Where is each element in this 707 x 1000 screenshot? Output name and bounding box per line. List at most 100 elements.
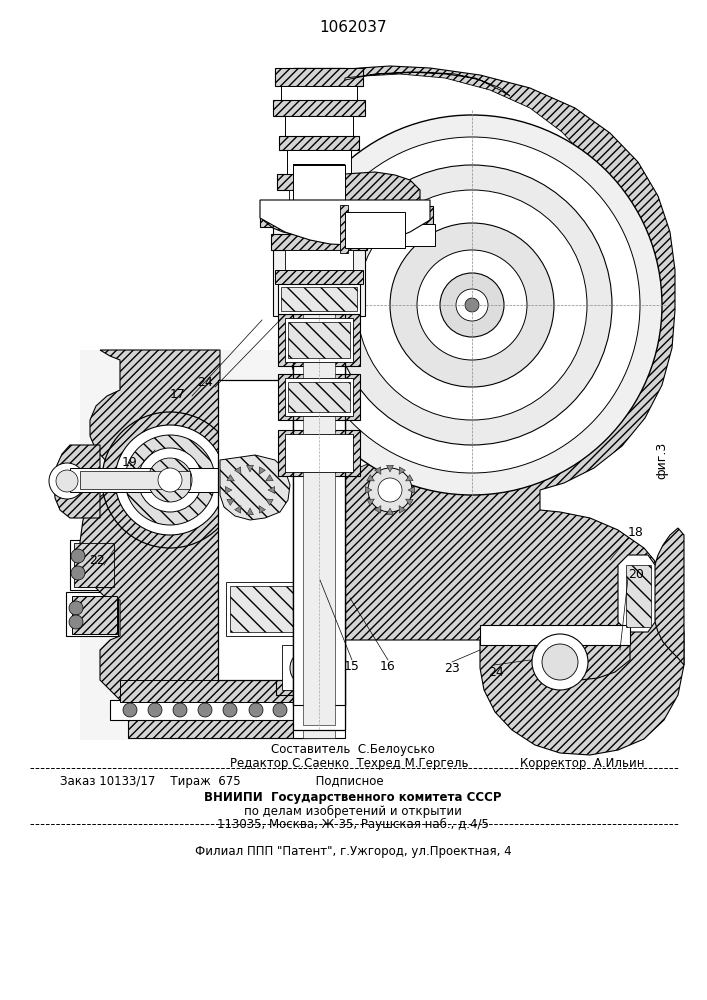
Circle shape [123,703,137,717]
Circle shape [125,435,215,525]
Polygon shape [480,640,630,680]
Bar [293,206,433,224]
Polygon shape [345,72,510,96]
Bar [281,287,357,311]
Bar [293,205,345,705]
Circle shape [249,703,263,717]
Polygon shape [235,506,241,513]
Bar [285,250,353,270]
Circle shape [69,601,83,615]
Polygon shape [260,200,430,245]
Circle shape [138,448,202,512]
Circle shape [465,298,479,312]
Bar [289,190,349,206]
Text: фиг.3: фиг.3 [655,441,669,479]
Circle shape [299,440,339,480]
Circle shape [290,650,326,686]
Circle shape [390,223,554,387]
Circle shape [223,703,237,717]
Circle shape [158,468,182,492]
Bar [293,68,345,730]
Polygon shape [387,508,394,515]
Circle shape [273,703,287,717]
Bar [226,582,332,636]
Polygon shape [268,487,275,493]
Text: 22: 22 [89,554,105,566]
Bar [626,565,651,627]
Bar [303,73,335,725]
Bar [278,314,360,366]
Bar [293,205,345,230]
Bar [345,212,405,248]
Bar [293,700,345,738]
Circle shape [115,425,225,535]
Bar [279,136,359,150]
Text: 23: 23 [444,662,460,674]
Polygon shape [247,508,254,515]
Bar [70,468,220,492]
Bar [260,205,378,227]
Circle shape [304,137,640,473]
Polygon shape [266,499,273,505]
Bar [303,700,335,738]
Polygon shape [408,487,415,493]
Circle shape [299,540,339,580]
Polygon shape [340,66,684,755]
Circle shape [417,250,527,360]
Text: Редактор С.Саенко  Техред М.Гергель: Редактор С.Саенко Техред М.Гергель [230,758,469,770]
Text: Корректор  А.Ильин: Корректор А.Ильин [520,758,645,770]
Polygon shape [266,475,273,481]
Bar [72,596,117,634]
Text: 17: 17 [170,387,186,400]
Polygon shape [648,528,684,665]
Polygon shape [54,445,100,518]
Bar [285,318,353,362]
Bar [293,165,345,207]
Circle shape [148,703,162,717]
Polygon shape [263,205,375,234]
Circle shape [69,615,83,629]
Polygon shape [227,475,235,481]
Circle shape [368,468,412,512]
Polygon shape [406,475,413,481]
Circle shape [542,644,578,680]
Circle shape [357,190,587,420]
Bar [275,270,363,284]
Bar [128,718,318,738]
Bar [70,540,118,590]
Bar [275,68,363,86]
Text: 24: 24 [488,666,504,678]
Polygon shape [375,506,381,513]
Text: 24: 24 [197,375,213,388]
Circle shape [440,273,504,337]
Bar [345,224,435,246]
Polygon shape [80,350,310,740]
Polygon shape [80,350,220,700]
Text: по делам изобретений и открытии: по делам изобретений и открытии [244,804,462,818]
Bar [282,645,334,690]
Polygon shape [618,555,655,632]
Bar [285,378,353,416]
Bar [278,374,360,420]
Polygon shape [235,467,241,474]
Bar [230,586,328,632]
Circle shape [102,412,238,548]
Polygon shape [367,475,375,481]
Bar [278,284,360,314]
Circle shape [378,478,402,502]
Text: Составитель  С.Белоусько: Составитель С.Белоусько [271,744,435,756]
Bar [120,680,326,702]
Bar [480,625,630,645]
Text: 16: 16 [380,660,396,672]
Polygon shape [293,165,420,240]
Bar [218,380,340,680]
Text: 20: 20 [628,568,644,582]
Circle shape [71,566,85,580]
Polygon shape [375,467,381,474]
Bar [278,430,360,476]
Polygon shape [367,499,375,505]
Circle shape [173,703,187,717]
Bar [288,322,350,358]
Bar [273,100,365,116]
Circle shape [71,549,85,563]
